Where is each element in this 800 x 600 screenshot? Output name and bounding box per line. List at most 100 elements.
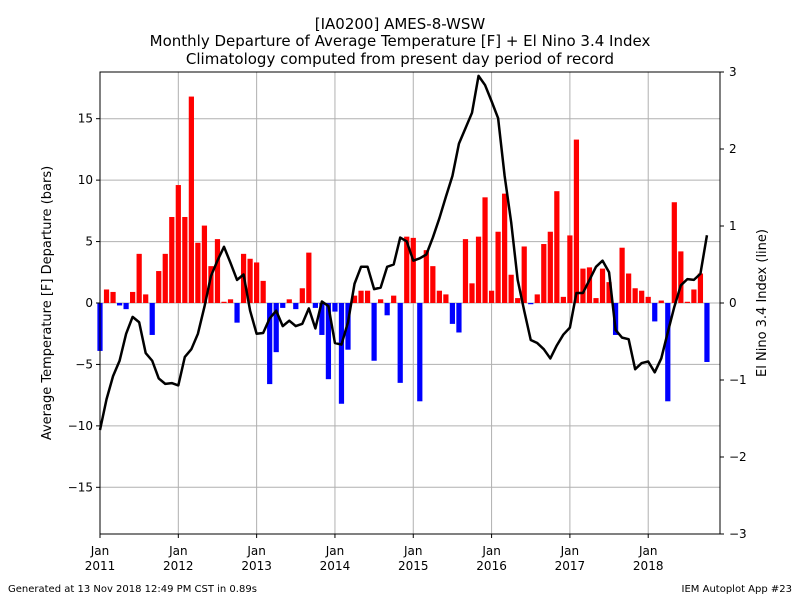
departure-bar [488, 290, 495, 303]
departure-bar [671, 202, 677, 303]
departure-bar [541, 244, 547, 303]
departure-bar [508, 274, 514, 303]
departure-bar [149, 303, 155, 335]
departure-bar [443, 294, 449, 303]
departure-bar [221, 301, 227, 303]
departure-bar [639, 290, 645, 303]
chart-title-line3: Climatology computed from present day pe… [185, 50, 615, 68]
departure-bar [658, 300, 664, 303]
y2-tick-label: 3 [729, 65, 737, 79]
y-tick-label: 5 [85, 235, 93, 249]
x-tick-label-month: Jan [325, 544, 345, 558]
departure-bar [267, 303, 273, 385]
right-y-axis-title: El Nino 3.4 Index (line) [755, 229, 770, 377]
departure-bar [475, 236, 482, 303]
departure-bar [312, 303, 318, 308]
departure-bar [502, 193, 508, 303]
departure-bar [260, 280, 266, 303]
x-tick-label-year: 2017 [555, 559, 586, 573]
x-tick-label-month: Jan [638, 544, 658, 558]
departure-bar [436, 290, 442, 303]
departure-bar [599, 268, 606, 303]
x-axis: Jan2011Jan2012Jan2013Jan2014Jan2015Jan20… [85, 534, 663, 573]
x-tick-label-month: Jan [560, 544, 580, 558]
departure-bar [534, 294, 540, 303]
x-tick-label-month: Jan [246, 544, 266, 558]
departure-bar [567, 235, 573, 303]
departure-bar [391, 295, 397, 303]
departure-bar [378, 299, 384, 303]
departure-bar [338, 303, 345, 404]
departure-bar [469, 283, 475, 303]
departure-bar [423, 250, 429, 303]
departure-bar [606, 282, 612, 303]
departure-bar [110, 291, 116, 303]
x-tick-label-year: 2014 [320, 559, 351, 573]
departure-bar [678, 251, 684, 303]
departure-bar [299, 288, 305, 303]
departure-bar [384, 303, 390, 316]
departure-bar [626, 273, 632, 303]
departure-bar [495, 231, 501, 303]
departure-bar [684, 301, 690, 303]
departure-bar [652, 303, 658, 322]
departure-bar [201, 225, 208, 303]
x-tick-label-year: 2015 [398, 559, 429, 573]
departure-bar [351, 295, 358, 303]
departure-bar [169, 216, 175, 303]
departure-bar [456, 303, 462, 333]
right-y-axis: −3 −2 −1 0 1 2 3 [720, 65, 747, 541]
departure-bar [306, 252, 312, 303]
departure-bar [234, 303, 240, 323]
y-tick-label: 15 [78, 112, 93, 126]
y2-tick-label: 2 [729, 142, 737, 156]
departure-bar [547, 231, 553, 303]
departure-bar [691, 289, 697, 303]
y-tick-label: 10 [78, 173, 93, 187]
departure-bar [325, 303, 332, 380]
departure-bar [449, 303, 456, 324]
departure-bar [280, 303, 286, 308]
departure-bar [554, 191, 560, 303]
departure-bar [123, 303, 129, 310]
departure-bar [214, 239, 221, 303]
departure-bar [247, 258, 253, 303]
departure-bar [580, 268, 586, 303]
left-y-axis-title: Average Temperature [F] Departure (bars) [40, 166, 55, 440]
departure-bar [286, 299, 292, 303]
x-tick-label-month: Jan [481, 544, 501, 558]
departure-bar [430, 266, 436, 303]
x-tick-label-year: 2016 [476, 559, 507, 573]
departure-bar [697, 273, 704, 303]
chart-title-line1: [IA0200] AMES-8-WSW [314, 15, 486, 33]
departure-bar [665, 303, 671, 402]
y-tick-label: −5 [75, 357, 93, 371]
departure-bar [371, 303, 377, 361]
departure-bar [586, 267, 593, 303]
departure-bar [632, 288, 638, 303]
x-tick-label-month: Jan [90, 544, 110, 558]
x-tick-label-year: 2012 [163, 559, 194, 573]
departure-bar [162, 253, 168, 303]
departure-bar [417, 303, 423, 402]
departure-bar [404, 236, 410, 303]
departure-bar [358, 290, 364, 303]
departure-bar [515, 298, 521, 303]
x-tick-label-year: 2011 [85, 559, 116, 573]
y2-tick-label: 1 [729, 219, 737, 233]
departure-bar [410, 237, 416, 303]
departure-bar [593, 298, 599, 303]
departure-bar [704, 303, 710, 362]
departure-bar [143, 294, 149, 303]
departure-bar [573, 139, 580, 303]
departure-bar [130, 291, 136, 303]
x-tick-label-year: 2013 [241, 559, 272, 573]
departure-bar [175, 185, 181, 303]
departure-bar [208, 266, 214, 303]
departure-bar [195, 242, 201, 303]
enso-index-line [98, 74, 709, 431]
departure-bar [332, 303, 338, 312]
departure-bar [116, 303, 123, 306]
enso-line-group [98, 74, 709, 431]
departure-bar [136, 253, 142, 303]
